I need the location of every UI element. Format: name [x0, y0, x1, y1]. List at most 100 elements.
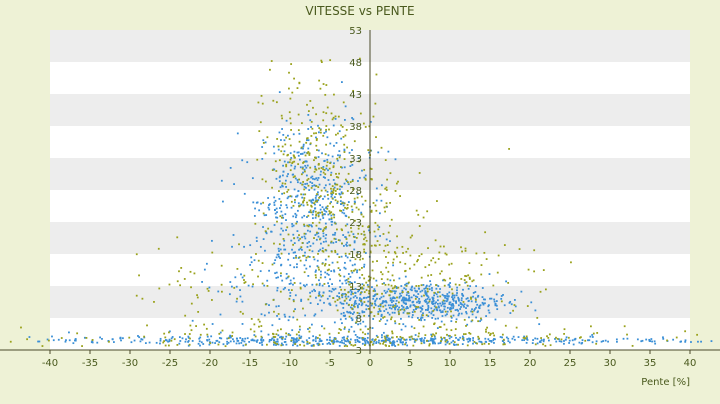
data-point — [279, 290, 282, 293]
data-point — [444, 295, 447, 297]
data-point — [404, 343, 406, 346]
data-point — [314, 216, 317, 219]
data-point — [484, 231, 487, 234]
data-point — [302, 254, 305, 257]
data-point — [303, 223, 305, 226]
data-point — [181, 337, 184, 340]
data-point — [468, 262, 471, 265]
data-point — [289, 279, 292, 282]
data-point — [168, 283, 171, 286]
data-point — [270, 230, 272, 233]
data-point — [179, 340, 182, 342]
data-point — [368, 290, 371, 292]
data-point — [443, 308, 446, 311]
data-point — [319, 299, 322, 302]
data-point — [413, 287, 416, 290]
data-point — [387, 304, 390, 307]
data-point — [339, 279, 341, 282]
data-point — [501, 333, 504, 336]
data-points — [9, 57, 713, 348]
data-point — [306, 224, 309, 227]
data-point — [168, 340, 171, 343]
data-point — [275, 256, 278, 259]
data-point — [285, 272, 288, 275]
data-point — [684, 340, 687, 343]
data-point — [324, 262, 327, 265]
data-point — [324, 264, 326, 267]
data-point — [443, 284, 446, 287]
data-point — [347, 280, 350, 283]
x-tick-label: -25 — [162, 358, 178, 369]
data-point — [281, 117, 284, 120]
data-point — [352, 344, 355, 347]
data-point — [364, 177, 367, 180]
data-point — [394, 285, 397, 288]
data-point — [323, 213, 326, 216]
data-point — [470, 298, 472, 300]
data-point — [306, 229, 309, 232]
data-point — [326, 106, 329, 109]
data-point — [388, 294, 391, 297]
data-point — [141, 297, 144, 300]
data-point — [401, 308, 403, 311]
data-point — [319, 276, 322, 279]
data-point — [311, 222, 314, 224]
data-point — [648, 338, 651, 341]
data-point — [358, 341, 361, 343]
data-point — [507, 337, 510, 340]
data-point — [402, 311, 405, 314]
data-point — [287, 319, 290, 322]
data-point — [300, 335, 303, 338]
data-point — [459, 301, 462, 304]
data-point — [276, 340, 279, 343]
data-point — [339, 209, 341, 212]
data-point — [457, 314, 460, 317]
data-point — [587, 339, 589, 342]
data-point — [451, 298, 454, 300]
data-point — [374, 304, 377, 307]
data-point — [211, 239, 213, 242]
data-point — [281, 338, 284, 341]
data-point — [347, 330, 350, 333]
data-point — [274, 259, 277, 262]
data-point — [324, 153, 327, 156]
data-point — [352, 292, 354, 295]
data-point — [330, 340, 333, 342]
data-point — [353, 305, 356, 308]
data-point — [256, 339, 259, 342]
data-point — [322, 176, 325, 178]
data-point — [363, 291, 366, 293]
data-point — [207, 290, 210, 292]
data-point — [219, 313, 222, 316]
data-point — [284, 340, 287, 343]
data-point — [397, 180, 399, 183]
data-point — [494, 304, 497, 307]
data-point — [449, 308, 451, 311]
data-point — [439, 295, 442, 298]
data-point — [333, 216, 336, 219]
data-point — [286, 197, 289, 200]
data-point — [399, 308, 402, 311]
data-point — [386, 319, 389, 322]
data-point — [290, 200, 293, 203]
data-point — [405, 302, 407, 305]
data-point — [293, 175, 296, 178]
data-point — [335, 133, 337, 136]
data-point — [432, 340, 434, 342]
data-point — [283, 313, 286, 316]
data-point — [407, 315, 410, 318]
data-point — [324, 93, 327, 96]
data-point — [327, 244, 330, 247]
data-point — [490, 339, 492, 342]
data-point — [351, 211, 354, 213]
data-point — [397, 310, 400, 313]
data-point — [442, 279, 444, 282]
x-tick-label: 40 — [684, 358, 697, 369]
data-point — [423, 339, 425, 342]
data-point — [487, 338, 490, 341]
data-point — [387, 150, 390, 153]
data-point — [440, 336, 442, 339]
data-point — [414, 339, 417, 342]
data-point — [261, 102, 264, 105]
data-point — [520, 290, 523, 293]
